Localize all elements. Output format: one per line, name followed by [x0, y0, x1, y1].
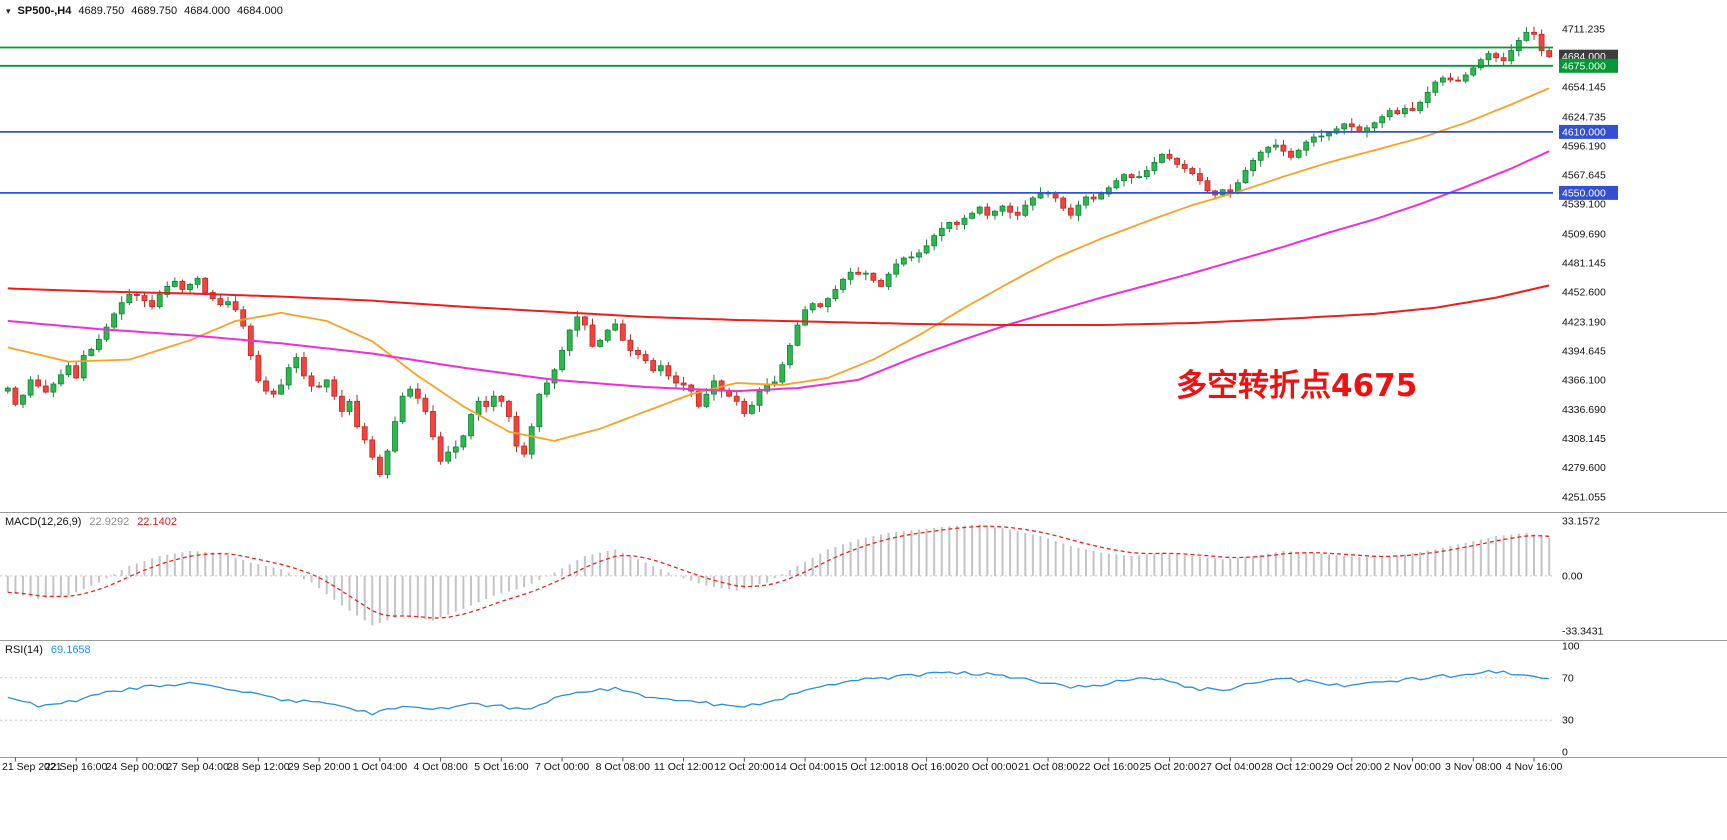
time-tick-label: 27 Sep 04:00 [166, 761, 229, 773]
macd-panel[interactable] [0, 513, 1557, 640]
symbol-marker-icon: ▾ [6, 5, 11, 16]
time-tick-label: 22 Oct 16:00 [1079, 761, 1139, 773]
time-tick-label: 15 Oct 12:00 [836, 761, 896, 773]
time-tick-label: 5 Oct 16:00 [474, 761, 528, 773]
price-tag-label: 4550.000 [1562, 187, 1606, 199]
rsi-scale-label: 0 [1562, 747, 1568, 759]
time-tick-label: 3 Nov 08:00 [1445, 761, 1502, 773]
time-tick-label: 28 Oct 12:00 [1261, 761, 1321, 773]
price-scale-labels: 4711.2354684.0004675.0004654.1454624.735… [1559, 24, 1618, 503]
time-tick-label: 1 Oct 04:00 [353, 761, 407, 773]
price-tick-label: 4624.735 [1562, 111, 1606, 123]
symbol-ohlc-header: ▾ SP500-,H4 4689.750 4689.750 4684.000 4… [6, 5, 283, 17]
time-tick-label: 11 Oct 12:00 [654, 761, 714, 773]
time-scale[interactable] [0, 757, 1727, 787]
macd-scale-label: -33.3431 [1562, 626, 1604, 638]
price-tick-label: 4481.145 [1562, 257, 1606, 269]
price-tick-label: 4567.645 [1562, 170, 1606, 182]
time-tick-label: 20 Oct 00:00 [957, 761, 1017, 773]
time-tick-label: 28 Sep 12:00 [227, 761, 290, 773]
rsi-indicator: 100 70 30 0 [0, 641, 1580, 759]
time-tick-label: 2 Nov 00:00 [1384, 761, 1441, 773]
macd-indicator: 33.1572 0.00 -33.3431 [0, 516, 1604, 638]
symbol-timeframe-label: SP500-,H4 [17, 5, 72, 17]
time-tick-label: 24 Sep 00:00 [106, 761, 169, 773]
time-tick-label: 21 Sep 2021 [2, 761, 62, 773]
ohlc-open: 4689.750 [78, 5, 125, 17]
price-tick-label: 4366.100 [1562, 374, 1606, 386]
time-tick-label: 22 Sep 16:00 [45, 761, 108, 773]
ohlc-high: 4689.750 [131, 5, 178, 17]
time-tick-label: 25 Oct 20:00 [1139, 761, 1199, 773]
rsi-scale-label: 30 [1562, 715, 1574, 727]
price-scale[interactable] [1557, 0, 1727, 757]
ohlc-low: 4684.000 [184, 5, 231, 17]
rsi-line[interactable] [7, 669, 1550, 716]
price-tag [1559, 58, 1618, 73]
rsi-label: RSI(14) [5, 644, 43, 656]
main-chart-area[interactable] [0, 0, 1557, 512]
price-tag-label: 4610.000 [1562, 126, 1606, 138]
ohlc-close: 4684.000 [237, 5, 283, 17]
rsi-scale-label: 100 [1562, 641, 1580, 653]
time-tick-label: 4 Oct 08:00 [413, 761, 467, 773]
price-tag [1559, 124, 1618, 139]
time-tick-label: 8 Oct 08:00 [596, 761, 650, 773]
time-tick-label: 4 Nov 16:00 [1506, 761, 1563, 773]
macd-main-value: 22.9292 [89, 516, 130, 528]
rsi-panel[interactable] [0, 641, 1557, 757]
price-tick-label: 4711.235 [1562, 24, 1605, 36]
rsi-scale-label: 70 [1562, 672, 1574, 684]
ma-mid-line[interactable] [7, 150, 1550, 393]
macd-header: MACD(12,26,9) 22.9292 22.1402 [5, 516, 177, 528]
ma-slow-line[interactable] [7, 284, 1550, 326]
time-tick-label: 14 Oct 04:00 [775, 761, 835, 773]
price-tick-label: 4279.600 [1562, 462, 1606, 474]
macd-scale-label: 0.00 [1562, 570, 1583, 582]
annotation-text[interactable]: 多空转折点4675 [1176, 368, 1418, 404]
ma-fast-line[interactable] [7, 87, 1550, 442]
time-tick-label: 29 Oct 20:00 [1322, 761, 1382, 773]
price-tick-label: 4509.690 [1562, 228, 1606, 240]
price-tick-label: 4251.055 [1562, 491, 1606, 503]
price-tick-label: 4596.190 [1562, 140, 1606, 152]
time-tick-label: 12 Oct 20:00 [714, 761, 774, 773]
price-tag-label: 4675.000 [1562, 60, 1606, 72]
price-tag [1559, 185, 1618, 200]
rsi-value: 69.1658 [50, 644, 91, 656]
price-tick-label: 4336.690 [1562, 404, 1606, 416]
price-tick-label: 4452.600 [1562, 286, 1606, 298]
price-tick-label: 4539.100 [1562, 199, 1606, 211]
time-tick-label: 21 Oct 08:00 [1018, 761, 1078, 773]
price-tick-label: 4654.145 [1562, 82, 1606, 94]
time-tick-label: 18 Oct 16:00 [897, 761, 957, 773]
time-tick-label: 29 Sep 20:00 [288, 761, 351, 773]
price-tick-label: 4423.190 [1562, 316, 1606, 328]
rsi-header: RSI(14) 69.1658 [5, 644, 91, 656]
macd-signal-line[interactable] [7, 525, 1550, 619]
time-tick-label: 7 Oct 00:00 [535, 761, 589, 773]
macd-signal-value: 22.1402 [137, 516, 177, 528]
time-tick-label: 27 Oct 04:00 [1200, 761, 1260, 773]
price-tick-label: 4394.645 [1562, 345, 1606, 357]
price-tick-label: 4308.145 [1562, 433, 1606, 445]
macd-label: MACD(12,26,9) [5, 516, 82, 528]
macd-scale-label: 33.1572 [1562, 516, 1600, 528]
